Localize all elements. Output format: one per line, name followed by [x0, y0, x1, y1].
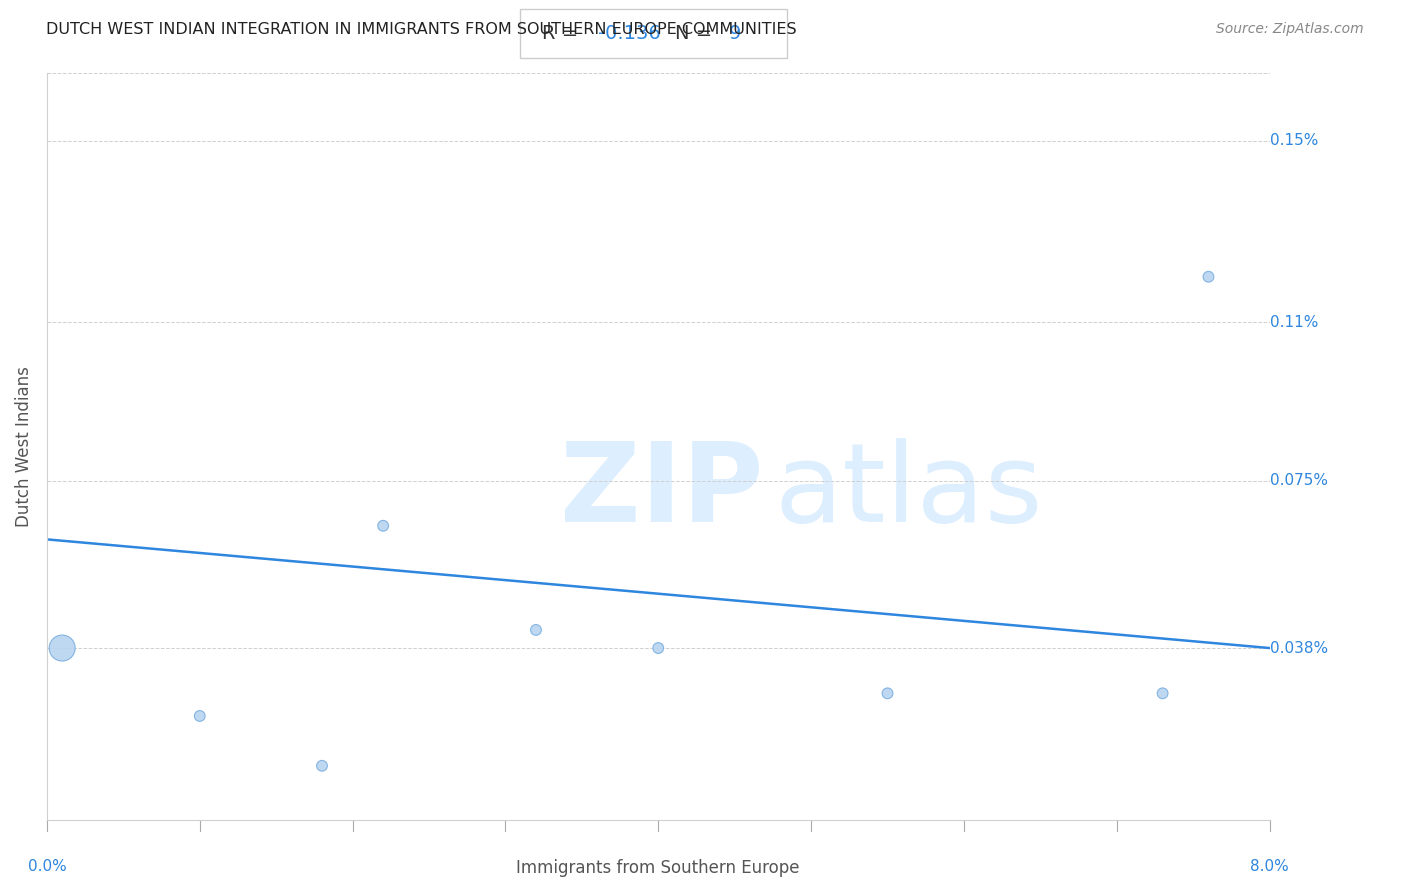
Text: R =: R =: [541, 24, 583, 43]
Point: [188, 709, 211, 723]
Text: 0.11%: 0.11%: [1270, 315, 1317, 329]
Point: [876, 686, 898, 700]
Text: 0.075%: 0.075%: [1270, 473, 1327, 488]
X-axis label: Immigrants from Southern Europe: Immigrants from Southern Europe: [516, 859, 800, 877]
Point: [524, 623, 547, 637]
Point: [647, 641, 669, 656]
Text: atlas: atlas: [775, 438, 1043, 545]
Text: DUTCH WEST INDIAN INTEGRATION IN IMMIGRANTS FROM SOUTHERN EUROPE COMMUNITIES: DUTCH WEST INDIAN INTEGRATION IN IMMIGRA…: [46, 22, 797, 37]
Point: [1198, 269, 1220, 284]
Text: N =: N =: [675, 24, 718, 43]
Text: ZIP: ZIP: [561, 438, 763, 545]
Text: -0.136: -0.136: [598, 24, 661, 43]
Text: 0.038%: 0.038%: [1270, 640, 1327, 656]
Text: 9: 9: [728, 24, 741, 43]
Text: Source: ZipAtlas.com: Source: ZipAtlas.com: [1216, 22, 1364, 37]
Text: 0.0%: 0.0%: [28, 859, 66, 873]
Point: [1152, 686, 1174, 700]
Text: 8.0%: 8.0%: [1250, 859, 1289, 873]
Point: [373, 518, 395, 533]
Point: [51, 641, 73, 656]
FancyBboxPatch shape: [520, 9, 787, 58]
Y-axis label: Dutch West Indians: Dutch West Indians: [15, 366, 32, 527]
Text: 0.15%: 0.15%: [1270, 134, 1317, 148]
Point: [311, 758, 333, 772]
